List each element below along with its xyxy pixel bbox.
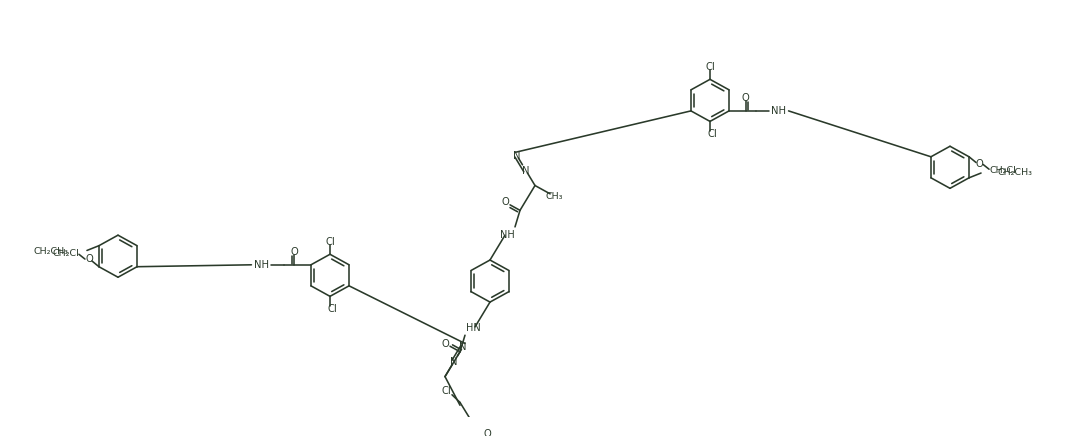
Text: NH: NH	[500, 230, 515, 240]
Text: O: O	[441, 339, 450, 349]
Text: N: N	[460, 342, 467, 352]
Text: O: O	[483, 429, 491, 436]
Text: Cl: Cl	[325, 237, 334, 247]
Text: CH₂CH₃: CH₂CH₃	[997, 167, 1032, 177]
Text: Cl: Cl	[441, 386, 451, 396]
Text: Cl: Cl	[707, 129, 716, 139]
Text: Cl: Cl	[327, 304, 337, 314]
Text: CH₂CH₃: CH₂CH₃	[33, 247, 69, 256]
Text: Cl: Cl	[705, 62, 715, 72]
Text: HN: HN	[466, 323, 480, 333]
Text: CH₂Cl: CH₂Cl	[989, 166, 1015, 175]
Text: N: N	[450, 357, 457, 367]
Text: O: O	[85, 254, 93, 264]
Text: NH: NH	[254, 260, 269, 270]
Text: CH₃: CH₃	[546, 192, 563, 201]
Text: O: O	[741, 93, 750, 103]
Text: O: O	[975, 160, 983, 170]
Text: NH: NH	[771, 106, 787, 116]
Text: CH₂Cl: CH₂Cl	[52, 249, 79, 258]
Text: O: O	[502, 198, 509, 208]
Text: O: O	[290, 247, 298, 257]
Text: N: N	[514, 151, 521, 161]
Text: N: N	[522, 166, 530, 176]
